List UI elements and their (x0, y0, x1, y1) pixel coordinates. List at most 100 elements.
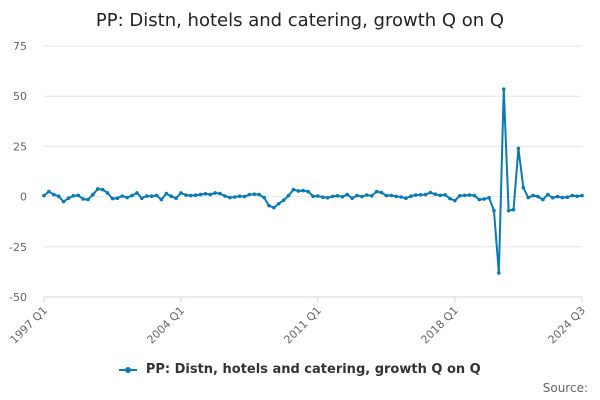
data-point (413, 193, 418, 197)
data-point (541, 197, 545, 202)
data-point (218, 191, 222, 196)
data-point (66, 196, 71, 201)
data-point (492, 208, 496, 213)
y-tick-label: 50 (13, 90, 27, 103)
data-point (193, 193, 198, 197)
legend-swatch-dot (125, 366, 132, 373)
data-point (115, 196, 120, 201)
data-point (125, 195, 129, 200)
data-point (448, 196, 452, 201)
series-group (42, 87, 584, 275)
data-point (404, 196, 408, 201)
data-point (374, 189, 379, 194)
data-point (257, 192, 262, 197)
data-point (497, 271, 501, 275)
data-point (184, 193, 188, 197)
data-point (61, 199, 66, 204)
data-point (536, 194, 540, 199)
x-tick-label: 1997 Q1 (8, 304, 51, 347)
data-point (110, 196, 115, 201)
data-point (208, 192, 213, 197)
data-point (521, 185, 526, 190)
legend[interactable]: PP: Distn, hotels and catering, growth Q… (0, 362, 600, 377)
data-point (281, 198, 286, 203)
data-point (369, 193, 374, 198)
data-point (409, 194, 413, 198)
data-point (330, 194, 335, 199)
data-point (174, 196, 178, 201)
data-point (198, 192, 203, 197)
data-point (105, 191, 110, 195)
data-point (232, 195, 237, 199)
data-point (286, 193, 291, 198)
chart-title: PP: Distn, hotels and catering, growth Q… (95, 10, 505, 31)
data-point (179, 191, 183, 195)
data-point (506, 208, 511, 213)
data-point (457, 193, 462, 198)
data-point (164, 191, 169, 196)
y-tick-label: -25 (9, 241, 27, 254)
data-point (345, 192, 350, 197)
data-point (335, 193, 340, 198)
x-tick-label: 2004 Q1 (145, 304, 188, 347)
data-point (325, 196, 330, 200)
data-point (140, 196, 144, 201)
legend-swatch (119, 365, 138, 375)
data-point (159, 197, 164, 202)
data-point (453, 198, 457, 203)
data-point (360, 194, 364, 199)
data-point (135, 191, 139, 195)
x-tick-label: 2011 Q1 (281, 304, 324, 347)
data-point (296, 189, 301, 193)
data-point (487, 196, 491, 200)
source-label: Source: (542, 381, 588, 395)
data-point (247, 192, 252, 197)
y-tick-label: 25 (13, 140, 27, 153)
data-point (511, 207, 516, 212)
data-point (267, 203, 271, 208)
data-point (526, 195, 530, 200)
data-point (516, 146, 521, 151)
data-point (311, 194, 315, 198)
data-point (252, 192, 257, 196)
data-point (340, 195, 345, 199)
data-point (130, 193, 134, 198)
data-point (47, 189, 51, 194)
data-point (223, 194, 227, 198)
data-point (477, 197, 482, 202)
data-point (169, 194, 173, 198)
y-tick-label: 0 (20, 191, 27, 204)
data-point (575, 194, 579, 198)
data-point (389, 193, 394, 198)
data-point (301, 188, 306, 193)
data-point (96, 187, 100, 191)
y-axis: -50 -25 0 25 50 75 (9, 40, 27, 304)
data-point (482, 197, 486, 201)
series-line (43, 88, 583, 274)
data-point (472, 193, 477, 198)
data-point (203, 191, 208, 196)
data-point (438, 193, 442, 198)
data-point (228, 195, 232, 200)
data-point (399, 195, 403, 199)
data-point (100, 187, 105, 192)
data-point (379, 190, 384, 195)
data-point (42, 193, 46, 198)
data-point (188, 193, 193, 198)
x-tick-label: 2018 Q1 (418, 304, 461, 347)
data-point (443, 192, 447, 197)
data-point (276, 201, 281, 206)
data-point (242, 194, 247, 199)
data-point (81, 197, 85, 201)
data-point (154, 193, 159, 198)
data-point (262, 195, 266, 200)
data-point (91, 192, 95, 197)
data-point (570, 193, 575, 198)
data-point (428, 190, 433, 195)
y-tick-label: -50 (9, 291, 27, 304)
x-axis: 1997 Q1 2004 Q1 2011 Q1 2018 Q1 2024 Q3 (8, 296, 588, 347)
data-point (418, 192, 423, 197)
data-point (555, 194, 560, 199)
data-point (355, 193, 359, 198)
data-point (71, 193, 76, 198)
